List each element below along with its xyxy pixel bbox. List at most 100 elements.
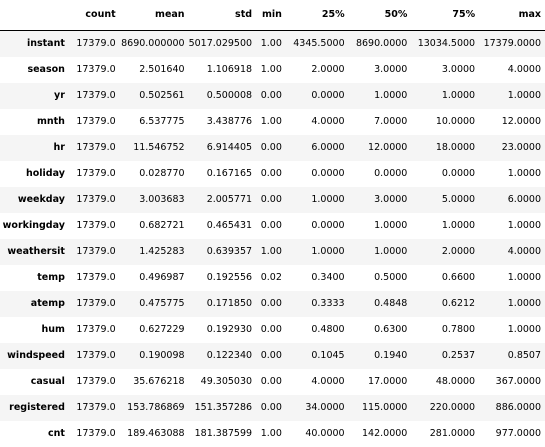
cell-max: 367.0000 — [479, 369, 545, 395]
cell-50pct: 3.0000 — [349, 187, 412, 213]
cell-max: 17379.0000 — [479, 31, 545, 58]
cell-min: 0.00 — [256, 395, 286, 421]
cell-max: 1.0000 — [479, 317, 545, 343]
cell-50pct: 115.0000 — [349, 395, 412, 421]
cell-mean: 11.546752 — [120, 135, 189, 161]
cell-std: 0.192556 — [189, 265, 256, 291]
cell-50pct: 12.0000 — [349, 135, 412, 161]
cell-count: 17379.0 — [69, 317, 120, 343]
cell-std: 0.171850 — [189, 291, 256, 317]
cell-mean: 6.537775 — [120, 109, 189, 135]
cell-mean: 0.475775 — [120, 291, 189, 317]
cell-count: 17379.0 — [69, 239, 120, 265]
cell-count: 17379.0 — [69, 57, 120, 83]
cell-max: 886.0000 — [479, 395, 545, 421]
cell-mean: 0.190098 — [120, 343, 189, 369]
cell-50pct: 0.4848 — [349, 291, 412, 317]
cell-mean: 0.496987 — [120, 265, 189, 291]
cell-std: 3.438776 — [189, 109, 256, 135]
row-label: mnth — [0, 109, 69, 135]
cell-75pct: 18.0000 — [411, 135, 479, 161]
cell-mean: 2.501640 — [120, 57, 189, 83]
cell-max: 1.0000 — [479, 291, 545, 317]
cell-max: 1.0000 — [479, 213, 545, 239]
cell-25pct: 0.0000 — [286, 83, 349, 109]
cell-25pct: 0.0000 — [286, 161, 349, 187]
cell-mean: 0.627229 — [120, 317, 189, 343]
row-label: hum — [0, 317, 69, 343]
cell-25pct: 0.0000 — [286, 213, 349, 239]
cell-max: 4.0000 — [479, 239, 545, 265]
cell-25pct: 40.0000 — [286, 421, 349, 447]
cell-50pct: 0.0000 — [349, 161, 412, 187]
cell-max: 977.0000 — [479, 421, 545, 447]
row-label: atemp — [0, 291, 69, 317]
cell-75pct: 0.6212 — [411, 291, 479, 317]
cell-max: 6.0000 — [479, 187, 545, 213]
cell-count: 17379.0 — [69, 395, 120, 421]
column-header-50pct: 50% — [349, 0, 412, 31]
cell-min: 0.00 — [256, 369, 286, 395]
cell-50pct: 142.0000 — [349, 421, 412, 447]
cell-25pct: 0.3333 — [286, 291, 349, 317]
cell-50pct: 3.0000 — [349, 57, 412, 83]
cell-mean: 0.682721 — [120, 213, 189, 239]
cell-75pct: 5.0000 — [411, 187, 479, 213]
header-row: count mean std min 25% 50% 75% max — [0, 0, 545, 31]
cell-25pct: 4345.5000 — [286, 31, 349, 58]
cell-count: 17379.0 — [69, 83, 120, 109]
cell-count: 17379.0 — [69, 421, 120, 447]
cell-min: 0.00 — [256, 343, 286, 369]
cell-mean: 189.463088 — [120, 421, 189, 447]
cell-25pct: 0.4800 — [286, 317, 349, 343]
cell-std: 49.305030 — [189, 369, 256, 395]
column-header-min: min — [256, 0, 286, 31]
cell-75pct: 1.0000 — [411, 83, 479, 109]
cell-50pct: 1.0000 — [349, 213, 412, 239]
cell-max: 0.8507 — [479, 343, 545, 369]
cell-min: 1.00 — [256, 31, 286, 58]
cell-std: 0.500008 — [189, 83, 256, 109]
cell-min: 0.00 — [256, 83, 286, 109]
cell-mean: 3.003683 — [120, 187, 189, 213]
row-label: registered — [0, 395, 69, 421]
row-label: weathersit — [0, 239, 69, 265]
cell-std: 0.122340 — [189, 343, 256, 369]
row-label: hr — [0, 135, 69, 161]
cell-50pct: 8690.0000 — [349, 31, 412, 58]
cell-min: 1.00 — [256, 421, 286, 447]
cell-75pct: 0.7800 — [411, 317, 479, 343]
row-label: holiday — [0, 161, 69, 187]
cell-max: 1.0000 — [479, 83, 545, 109]
cell-std: 0.465431 — [189, 213, 256, 239]
cell-count: 17379.0 — [69, 109, 120, 135]
cell-std: 0.167165 — [189, 161, 256, 187]
cell-count: 17379.0 — [69, 213, 120, 239]
cell-min: 1.00 — [256, 239, 286, 265]
cell-count: 17379.0 — [69, 369, 120, 395]
cell-count: 17379.0 — [69, 187, 120, 213]
cell-25pct: 0.1045 — [286, 343, 349, 369]
cell-25pct: 0.3400 — [286, 265, 349, 291]
cell-mean: 35.676218 — [120, 369, 189, 395]
cell-25pct: 2.0000 — [286, 57, 349, 83]
cell-min: 0.00 — [256, 291, 286, 317]
cell-std: 5017.029500 — [189, 31, 256, 58]
cell-75pct: 0.0000 — [411, 161, 479, 187]
index-header — [0, 0, 69, 31]
cell-mean: 1.425283 — [120, 239, 189, 265]
column-header-count: count — [69, 0, 120, 31]
cell-min: 0.00 — [256, 213, 286, 239]
cell-mean: 0.502561 — [120, 83, 189, 109]
cell-75pct: 0.2537 — [411, 343, 479, 369]
